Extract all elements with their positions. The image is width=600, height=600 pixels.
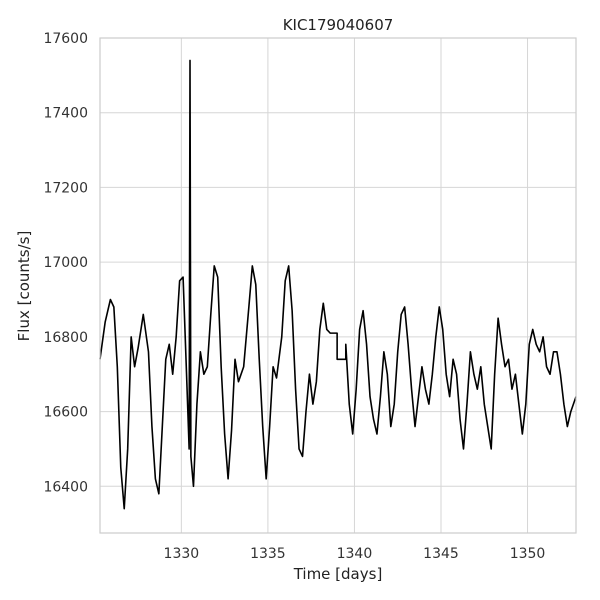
flux-line-0	[99, 59, 577, 510]
y-tick-17000: 17000	[43, 255, 88, 271]
y-axis-label: Flux [counts/s]	[15, 231, 33, 342]
y-tick-16600: 16600	[43, 405, 88, 421]
y-tick-17400: 17400	[43, 106, 88, 122]
y-tick-17200: 17200	[43, 180, 88, 196]
x-tick-1345: 1345	[423, 546, 459, 562]
y-tick-16400: 16400	[43, 479, 88, 495]
y-tick-labels: 16400 16600 16800 17000 17200 17400 17600	[43, 31, 88, 495]
y-tick-17600: 17600	[43, 31, 88, 47]
x-tick-1340: 1340	[337, 546, 373, 562]
x-tick-1335: 1335	[250, 546, 286, 562]
plot-frame	[99, 37, 577, 534]
y-gridlines	[100, 37, 576, 487]
chart-title: KIC179040607	[283, 16, 394, 34]
x-tick-labels: 1330 1335 1340 1345 1350	[164, 546, 546, 562]
y-tick-16800: 16800	[43, 330, 88, 346]
flux-series	[99, 59, 577, 510]
x-tick-1330: 1330	[164, 546, 200, 562]
x-tick-1350: 1350	[510, 546, 546, 562]
x-axis-label: Time [days]	[293, 565, 383, 583]
